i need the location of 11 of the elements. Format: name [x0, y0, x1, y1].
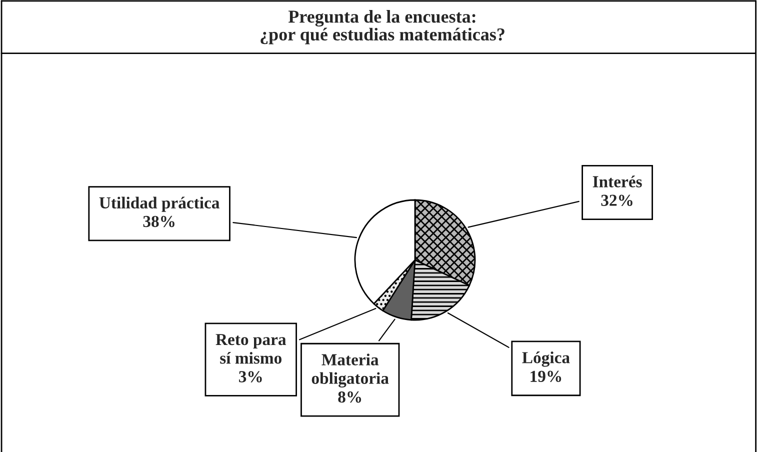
data-label: 8%: [338, 391, 362, 403]
slice-label: Interés: [592, 176, 642, 188]
data-label: 19%: [530, 370, 562, 382]
slice-label: Utilidad práctica: [99, 196, 220, 212]
chart-title: Pregunta de la encuesta: ¿por qué estudias matemáticas?: [260, 10, 504, 44]
slice-label: Materia obligatoria: [312, 354, 389, 388]
data-label: 32%: [601, 194, 632, 206]
data-label: 3%: [239, 371, 262, 382]
slice-label: Reto para sí mismo: [216, 334, 286, 364]
slice-label: Lógica: [522, 352, 570, 367]
data-label: 38%: [143, 216, 174, 228]
